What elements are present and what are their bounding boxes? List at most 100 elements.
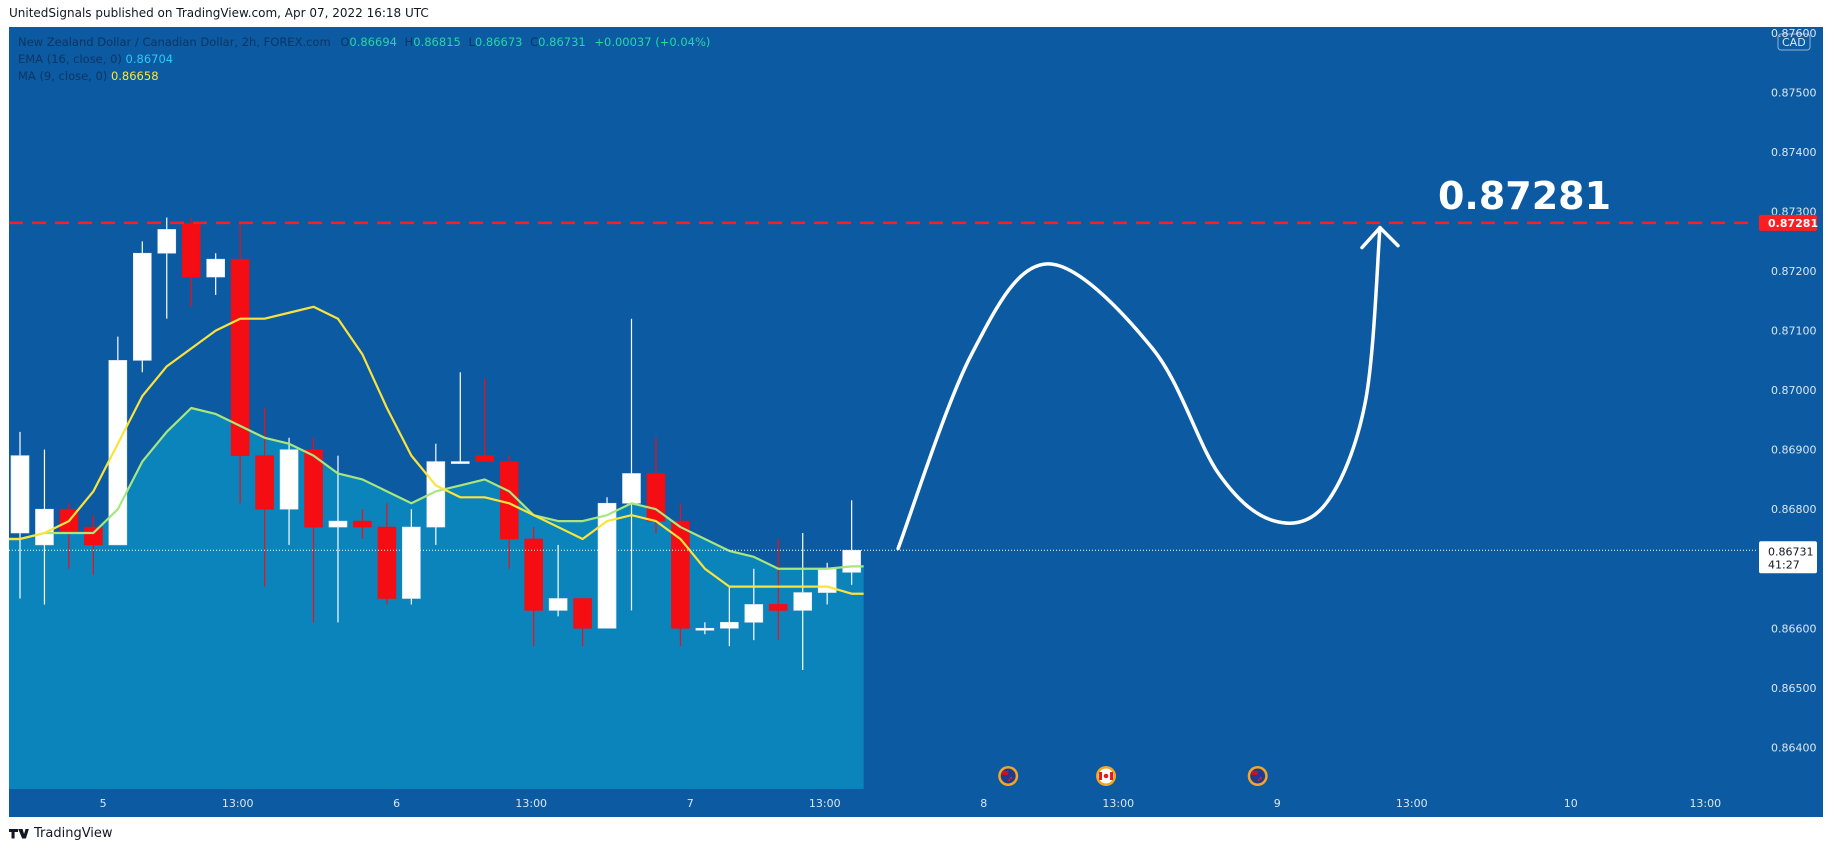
legend-ma-value: 0.86658 <box>110 69 159 83</box>
candle-up[interactable] <box>402 509 421 605</box>
chart-legend: New Zealand Dollar / Canadian Dollar, 2h… <box>18 34 710 85</box>
currency-badge[interactable]: CAD <box>1777 33 1811 51</box>
price-tick-label: 0.86800 <box>1771 503 1817 516</box>
legend-ema-label: EMA (16, close, 0) <box>18 52 122 66</box>
candle-up[interactable] <box>35 449 54 605</box>
canada-flag-event-icon[interactable] <box>1096 766 1117 786</box>
candle-up[interactable] <box>597 497 617 629</box>
candle-body <box>353 520 372 528</box>
flag-star <box>1008 779 1011 781</box>
candle-body <box>720 622 739 629</box>
legend-close-label: C <box>530 35 539 49</box>
legend-high-label: H <box>404 35 414 49</box>
time-tick-label: 5 <box>100 797 107 810</box>
event-icon-face <box>1250 768 1266 784</box>
legend-open-value: 0.86694 <box>349 35 397 49</box>
candle-body <box>133 252 152 361</box>
candle-down[interactable] <box>475 378 495 462</box>
candle-up[interactable] <box>206 253 225 295</box>
candle-up[interactable] <box>793 533 813 670</box>
time-tick-label: 6 <box>393 797 400 810</box>
publish-caption: UnitedSignals published on TradingView.c… <box>9 6 429 20</box>
legend-low-label: L <box>468 35 475 49</box>
time-tick-label: 13:00 <box>222 797 254 810</box>
candle-body <box>230 258 250 456</box>
price-tick-label: 0.86400 <box>1771 741 1817 754</box>
event-icons[interactable] <box>998 766 1268 786</box>
legend-change: +0.00037 (+0.04%) <box>594 35 711 49</box>
legend-ema-row[interactable]: EMA (16, close, 0) 0.86704 <box>18 51 710 68</box>
legend-ma-row[interactable]: MA (9, close, 0) 0.86658 <box>18 68 710 85</box>
candle-up[interactable] <box>426 443 446 545</box>
candle-body <box>573 598 592 629</box>
candle-up[interactable] <box>108 336 128 546</box>
price-tick-label: 0.86900 <box>1771 444 1817 457</box>
time-tick-label: 13:00 <box>515 797 547 810</box>
price-tick-label: 0.87600 <box>1771 27 1817 40</box>
ma-9-line <box>9 305 864 595</box>
price-axis[interactable]: 0.876000.875000.874000.873000.872000.871… <box>1756 27 1818 817</box>
candle-body <box>695 627 715 631</box>
candle-down[interactable] <box>671 503 690 647</box>
candle-down[interactable] <box>524 527 543 647</box>
candle-body <box>181 223 201 278</box>
time-tick-label: 10 <box>1564 797 1578 810</box>
candle-down[interactable] <box>768 538 788 641</box>
legend-symbol[interactable]: New Zealand Dollar / Canadian Dollar, 2h… <box>18 35 331 49</box>
legend-symbol-row: New Zealand Dollar / Canadian Dollar, 2h… <box>18 34 710 51</box>
candle-up[interactable] <box>133 241 152 373</box>
candle-up[interactable] <box>695 622 715 635</box>
candle-body <box>622 473 641 504</box>
price-tick-label: 0.87500 <box>1771 86 1817 99</box>
candle-down[interactable] <box>181 217 201 307</box>
candle-up[interactable] <box>450 372 470 464</box>
candle-body <box>768 604 788 611</box>
new-zealand-flag-event-icon[interactable] <box>1247 766 1268 786</box>
candle-body <box>597 502 617 629</box>
flag-star <box>1259 776 1262 780</box>
candle-up[interactable] <box>328 455 348 623</box>
time-axis[interactable]: 5 13:00 6 13:00 7 13:00 8 13:00 9 13:00 10 13:00 <box>100 797 1721 810</box>
last-price-label: 0.86731 <box>1768 545 1814 558</box>
new-zealand-flag-event-icon[interactable] <box>998 766 1019 786</box>
candle-up[interactable] <box>548 544 568 617</box>
tradingview-logo-icon <box>9 828 29 840</box>
bar-countdown-label: 41:27 <box>1768 558 1800 571</box>
ema-16-line <box>9 406 864 570</box>
candle-up[interactable] <box>744 568 764 641</box>
flag-leaf <box>1103 773 1109 779</box>
target-axis-label: 0.87281 <box>1768 217 1818 230</box>
legend-high-value: 0.86815 <box>413 35 461 49</box>
candle-body <box>10 455 30 534</box>
candle-body <box>108 360 128 546</box>
candle-body <box>450 461 470 464</box>
tradingview-brand-label: TradingView <box>34 826 113 841</box>
projection-curve[interactable] <box>896 225 1382 551</box>
candle-down[interactable] <box>230 223 250 504</box>
candle-up[interactable] <box>279 437 299 545</box>
candle-body <box>402 526 421 599</box>
candle-down[interactable] <box>353 509 372 539</box>
candle-down[interactable] <box>573 598 592 647</box>
price-tick-label: 0.86600 <box>1771 622 1817 635</box>
drawings[interactable]: 0.87281 <box>9 174 1757 551</box>
last-price-badge <box>1759 541 1817 574</box>
flag-star <box>1009 776 1013 780</box>
legend-ma-label: MA (9, close, 0) <box>18 69 108 83</box>
candle-down[interactable] <box>377 503 397 605</box>
candle-down[interactable] <box>84 515 103 575</box>
candle-down[interactable] <box>304 437 323 623</box>
candle-up[interactable] <box>157 217 177 319</box>
legend-low-value: 0.86673 <box>474 35 523 49</box>
currency-badge-box <box>1777 33 1811 51</box>
candle-body <box>304 449 323 528</box>
flag-stripe-right <box>1110 772 1114 780</box>
time-tick-label: 7 <box>687 797 694 810</box>
candle-up[interactable] <box>720 586 739 647</box>
candle-up[interactable] <box>10 431 30 599</box>
price-tick-label: 0.87000 <box>1771 384 1817 397</box>
tradingview-brand[interactable]: TradingView <box>9 826 113 841</box>
flag-union-jack <box>1002 771 1009 775</box>
